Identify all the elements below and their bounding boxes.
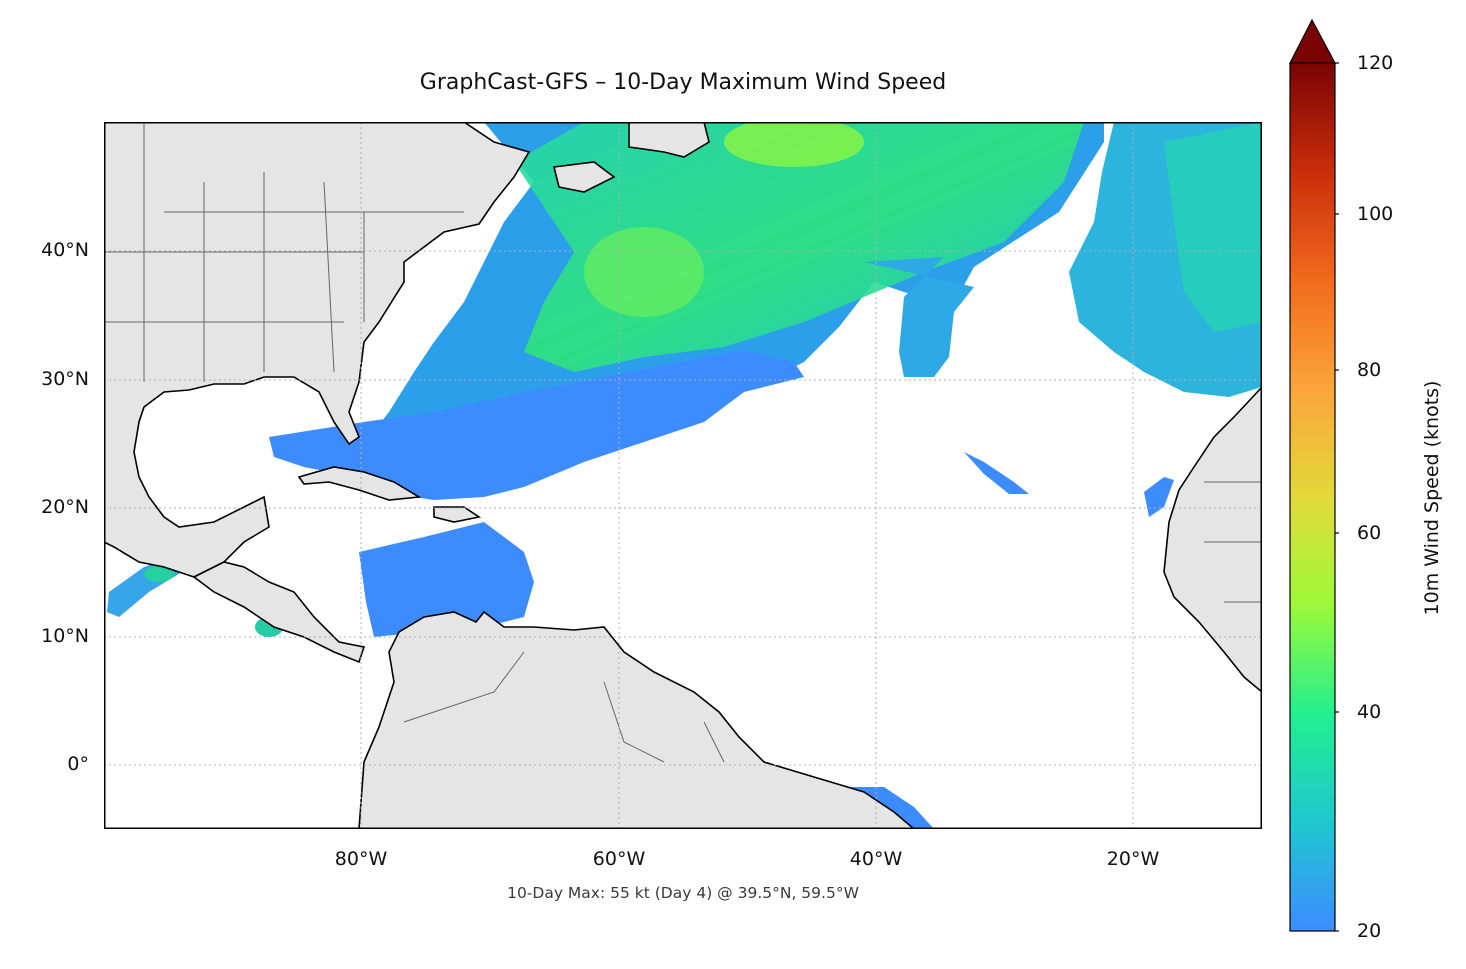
south-america-land [358,610,916,829]
colorbar-extend-arrow [1289,18,1337,64]
border-line [104,122,1262,763]
chart-title: GraphCast-GFS – 10-Day Maximum Wind Spee… [419,70,947,95]
central-america-land [192,561,366,664]
nova-scotia-land [553,161,616,193]
colorbar-ramp [1289,62,1336,932]
lon-label-60w: 60°W [592,848,646,870]
lat-label-40n: 40°N [41,239,89,261]
colorbar-tick-label-20: 20 [1357,920,1382,942]
lat-label-0: 0° [67,753,89,775]
max-wind-footer: 10-Day Max: 55 kt (Day 4) @ 39.5°N, 59.5… [507,884,859,902]
colorbar-ticks [1335,62,1339,932]
hispaniola-island [433,506,482,523]
map-border [104,122,1262,829]
colorbar-title: 10m Wind Speed (knots) [1421,380,1443,616]
lat-label-10n: 10°N [41,625,89,647]
lat-label-30n: 30°N [41,368,89,390]
wind-north-max [724,122,864,167]
wind-swath-caribbean-sea [359,522,534,637]
wind-swath-canary [1144,477,1174,517]
cuba-island [297,466,422,501]
borders [104,122,1262,763]
wind-swath-central [864,257,974,377]
colorbar-tick-label-80: 80 [1357,359,1382,381]
wind-swath-caribbean [269,350,804,500]
colorbar-tick-label-40: 40 [1357,701,1382,723]
wind-patch-east-pacific-core [144,566,174,582]
land [104,122,1262,829]
gridlines [104,122,1262,829]
wind-swath-east-core [1164,122,1262,332]
colorbar [1289,18,1339,932]
north-america-land [104,122,531,578]
lon-label-80w: 80°W [334,848,388,870]
lat-label-20n: 20°N [41,496,89,518]
colorbar-tick-label-60: 60 [1357,522,1382,544]
wind-swath-azores [964,452,1029,494]
colorbar-tick-label-100: 100 [1357,203,1394,225]
africa-land [1163,385,1262,694]
lon-label-20w: 20°W [1106,848,1160,870]
newfoundland-land [628,122,710,158]
wind-max-area [584,227,704,317]
lon-label-40w: 40°W [849,848,903,870]
colorbar-tick-label-120: 120 [1357,52,1394,74]
map-canvas [104,122,1262,829]
